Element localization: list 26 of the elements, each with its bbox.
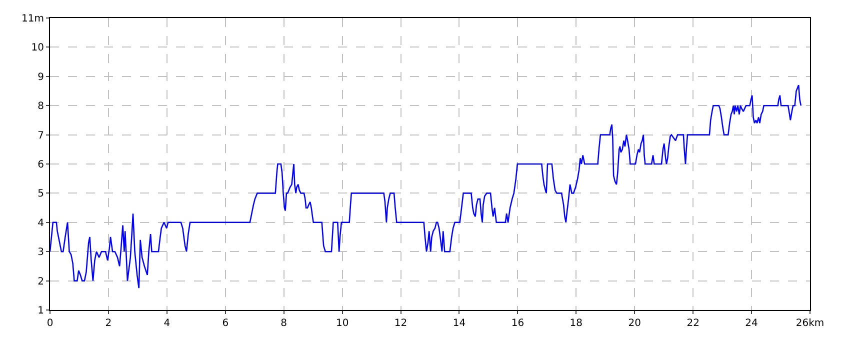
x-tick-label: 14 [452,318,466,329]
x-tick-label: 8 [280,318,288,329]
x-tick-label: 2 [105,318,112,329]
x-tick-label: 0 [46,318,54,329]
y-tick-label: 7 [38,130,44,142]
x-tick-label: 6 [222,318,229,329]
y-tick-label: 8 [38,101,44,112]
y-tick-label: 4 [38,218,44,229]
x-tick-label: 4 [164,318,170,329]
y-tick-label: 3 [38,247,44,258]
line-series [50,84,802,289]
y-tick-label: 9 [38,72,44,83]
x-tick-label: 16 [511,318,524,329]
y-tick-label: 1 [38,306,44,316]
x-tick-label: 10 [336,318,349,329]
y-tick-label: 2 [38,276,44,288]
x-tick-label: 20 [628,318,641,329]
x-tick-label: 12 [394,318,408,329]
x-tick-label: 22 [686,318,700,329]
y-tick-label: 6 [38,160,44,170]
y-tick-label: 5 [38,188,44,200]
y-tick-label: 10 [31,42,44,54]
x-tick-label: 26km [796,318,824,329]
x-tick-label: 24 [745,318,758,329]
y-tick-label: 11m [22,14,44,24]
x-tick-label: 18 [570,318,583,329]
